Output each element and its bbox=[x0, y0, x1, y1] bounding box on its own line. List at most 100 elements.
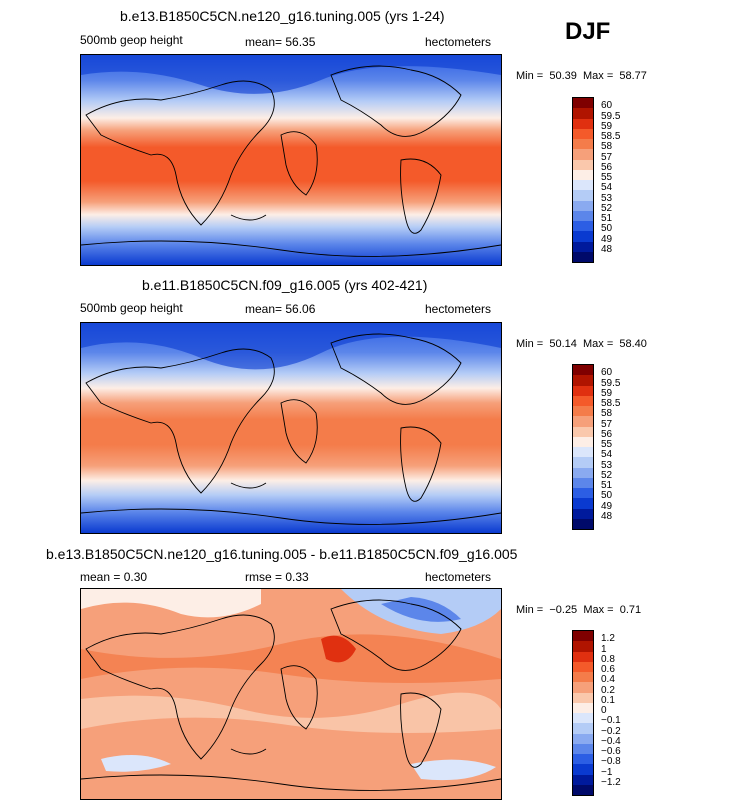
colorbar-label: −0.1 bbox=[601, 715, 621, 727]
colorbar-label: 60 bbox=[601, 367, 613, 379]
colorbar-label: 49 bbox=[601, 233, 613, 245]
colorbar-label: 58.5 bbox=[601, 398, 621, 409]
colorbar-swatch bbox=[573, 457, 593, 468]
colorbar-swatch bbox=[573, 190, 593, 201]
panel3-colorbar bbox=[572, 630, 594, 796]
colorbar-swatch bbox=[573, 241, 593, 252]
colorbar-label: 59 bbox=[601, 120, 613, 132]
panel1-title: b.e13.B1850C5CN.ne120_g16.tuning.005 (yr… bbox=[120, 8, 445, 24]
colorbar-swatch bbox=[573, 774, 593, 785]
panel2-max-value: 58.40 bbox=[619, 338, 647, 350]
colorbar-label: 56 bbox=[601, 428, 613, 440]
panel3-minmax: Min = −0.25 Max = 0.71 bbox=[516, 604, 642, 616]
colorbar-label: 52 bbox=[601, 202, 613, 214]
colorbar-swatch bbox=[573, 743, 593, 754]
colorbar-label: 0.8 bbox=[601, 653, 615, 665]
colorbar-label: 0.4 bbox=[601, 674, 615, 686]
colorbar-swatch bbox=[573, 713, 593, 724]
colorbar-swatch bbox=[573, 231, 593, 242]
colorbar-swatch bbox=[573, 159, 593, 170]
colorbar-label: 0.6 bbox=[601, 664, 615, 675]
colorbar-label: 51 bbox=[601, 213, 613, 224]
colorbar-label: 0.1 bbox=[601, 694, 615, 706]
panel1-mean: mean= 56.35 bbox=[245, 35, 316, 49]
colorbar-label: 1 bbox=[601, 643, 607, 655]
coastlines bbox=[81, 333, 501, 525]
panel2-colorbar bbox=[572, 364, 594, 530]
colorbar-swatch bbox=[573, 764, 593, 775]
colorbar-label: 52 bbox=[601, 469, 613, 481]
colorbar-label: −0.8 bbox=[601, 756, 621, 768]
panel3-title: b.e13.B1850C5CN.ne120_g16.tuning.005 - b… bbox=[46, 546, 518, 562]
panel1-colorbar bbox=[572, 97, 594, 263]
colorbar-label: 48 bbox=[601, 510, 613, 522]
colorbar-label: 48 bbox=[601, 243, 613, 255]
colorbar-label: 1.2 bbox=[601, 633, 615, 645]
panel3-mean: mean = 0.30 bbox=[80, 570, 148, 584]
colorbar-label: 60 bbox=[601, 100, 613, 112]
colorbar-swatch bbox=[573, 723, 593, 734]
colorbar-label: 58.5 bbox=[601, 131, 621, 142]
colorbar-swatch bbox=[573, 661, 593, 672]
panel3-rmse: rmse = 0.33 bbox=[245, 570, 309, 584]
panel2-minmax: Min = 50.14 Max = 58.40 bbox=[516, 338, 647, 350]
colorbar-swatch bbox=[573, 395, 593, 406]
colorbar-label: −1 bbox=[601, 766, 613, 778]
colorbar-swatch bbox=[573, 467, 593, 478]
colorbar-swatch bbox=[573, 784, 593, 795]
panel2-mean: mean= 56.06 bbox=[245, 302, 316, 316]
colorbar-swatch bbox=[573, 139, 593, 150]
colorbar-swatch bbox=[573, 98, 593, 109]
panel3-units: hectometers bbox=[425, 570, 492, 584]
colorbar-swatch bbox=[573, 498, 593, 509]
colorbar-swatch bbox=[573, 426, 593, 437]
colorbar-label: 50 bbox=[601, 223, 613, 235]
colorbar-label: 51 bbox=[601, 480, 613, 491]
colorbar-swatch bbox=[573, 108, 593, 119]
colorbar-swatch bbox=[573, 169, 593, 180]
colorbar-swatch bbox=[573, 200, 593, 211]
colorbar-swatch bbox=[573, 385, 593, 396]
colorbar-swatch bbox=[573, 128, 593, 139]
colorbar-label: 53 bbox=[601, 459, 613, 471]
colorbar-swatch bbox=[573, 651, 593, 662]
panel1-max-value: 58.77 bbox=[619, 70, 647, 82]
colorbar-swatch bbox=[573, 149, 593, 160]
colorbar-label: 0 bbox=[601, 705, 607, 716]
colorbar-label: 53 bbox=[601, 192, 613, 204]
colorbar-swatch bbox=[573, 518, 593, 529]
colorbar-swatch bbox=[573, 488, 593, 499]
colorbar-label: −0.2 bbox=[601, 725, 621, 737]
colorbar-label: 59.5 bbox=[601, 377, 621, 389]
panel3-max-value: 0.71 bbox=[619, 604, 642, 616]
colorbar-label: 0.2 bbox=[601, 684, 615, 696]
colorbar-swatch bbox=[573, 702, 593, 713]
panel1-min-value: 50.39 bbox=[549, 70, 577, 82]
colorbar-label: 50 bbox=[601, 490, 613, 502]
panel1-minmax: Min = 50.39 Max = 58.77 bbox=[516, 70, 647, 82]
colorbar-label: −0.6 bbox=[601, 746, 621, 757]
colorbar-label: −0.4 bbox=[601, 735, 621, 747]
colorbar-label: 54 bbox=[601, 182, 613, 194]
colorbar-label: 55 bbox=[601, 172, 613, 183]
colorbar-swatch bbox=[573, 692, 593, 703]
colorbar-label: 59 bbox=[601, 387, 613, 399]
colorbar-label: 57 bbox=[601, 151, 613, 163]
colorbar-swatch bbox=[573, 682, 593, 693]
panel1-field bbox=[81, 55, 501, 265]
panel1-map bbox=[80, 54, 502, 266]
colorbar-swatch bbox=[573, 416, 593, 427]
colorbar-swatch bbox=[573, 477, 593, 488]
colorbar-swatch bbox=[573, 118, 593, 129]
panel1-variable-label: 500mb geop height bbox=[80, 33, 183, 47]
panel2-min-value: 50.14 bbox=[549, 338, 577, 350]
colorbar-label: −1.2 bbox=[601, 776, 621, 788]
colorbar-label: 55 bbox=[601, 439, 613, 450]
panel2-variable-label: 500mb geop height bbox=[80, 301, 183, 315]
colorbar-swatch bbox=[573, 508, 593, 519]
panel3-map bbox=[80, 588, 502, 800]
colorbar-label: 54 bbox=[601, 449, 613, 461]
colorbar-label: 59.5 bbox=[601, 110, 621, 122]
colorbar-label: 58 bbox=[601, 141, 613, 153]
coastlines bbox=[81, 65, 501, 257]
